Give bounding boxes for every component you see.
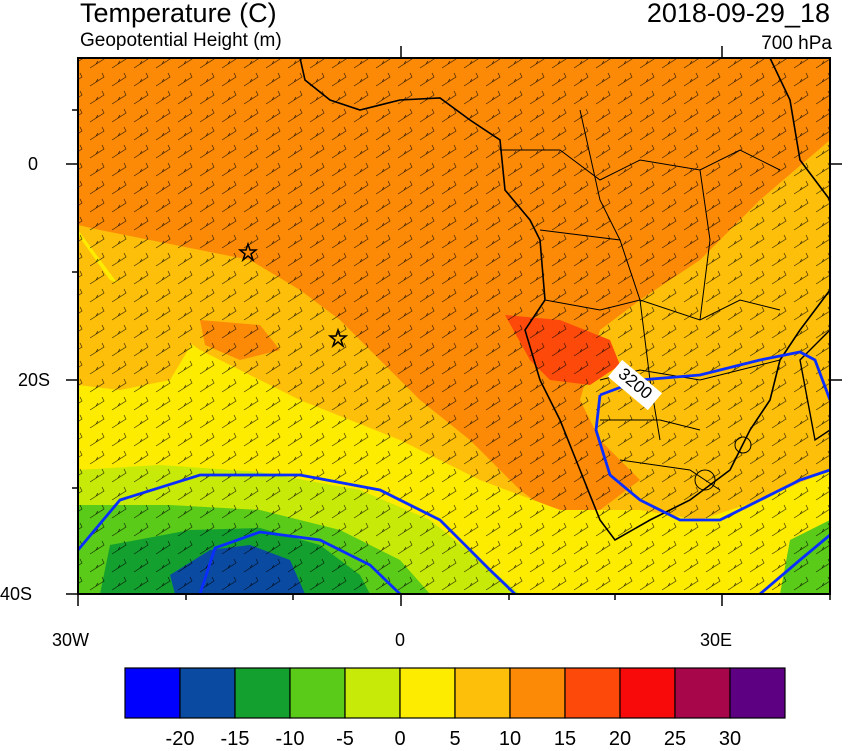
cbar-label-25: 25 (663, 728, 687, 750)
cbar-box-11 (674, 667, 731, 719)
cbar-label-0: 0 (394, 728, 406, 750)
cbar-box-5 (344, 667, 401, 719)
map-plot-area (78, 58, 830, 594)
cbar-label-10: 10 (498, 728, 522, 750)
cbar-box-10 (619, 667, 676, 719)
height-contours (78, 350, 830, 594)
axis-ticks (66, 46, 842, 606)
y-tick-40s: 40S (0, 584, 33, 604)
cbar-label-15: 15 (553, 728, 577, 750)
pressure-level: 700 hPa (761, 33, 832, 54)
cbar-label-minus10: -10 (275, 728, 305, 750)
wind-barbs (78, 58, 830, 594)
africa-coastline (299, 58, 830, 542)
y-tick-20s: 20S (18, 370, 51, 390)
cbar-box-6 (399, 667, 456, 719)
cbar-label-minus15: -15 (220, 728, 250, 750)
contour-label-box (608, 359, 662, 411)
valid-time: 2018-09-29_18 (646, 0, 830, 28)
cbar-box-2 (179, 667, 236, 719)
cbar-label-20: 20 (608, 728, 632, 750)
map-frame (77, 57, 831, 595)
star-markers (237, 241, 349, 349)
y-tick-0: 0 (28, 154, 39, 174)
cbar-box-12 (729, 667, 786, 719)
cbar-box-4 (289, 667, 346, 719)
plot-subtitle: Geopotential Height (m) (80, 30, 282, 51)
cbar-label-30: 30 (718, 728, 742, 750)
x-tick-30w: 30W (52, 630, 90, 650)
plot-title: Temperature (C) (80, 0, 277, 28)
cbar-label-minus20: -20 (165, 728, 195, 750)
cbar-box-8 (509, 667, 566, 719)
cbar-box-9 (564, 667, 621, 719)
madagascar-outline (799, 329, 830, 442)
cbar-box-3 (234, 667, 291, 719)
x-tick-30e: 30E (700, 630, 733, 650)
colorbar (124, 667, 786, 719)
cbar-label-minus5: -5 (336, 728, 354, 750)
cbar-box-7 (454, 667, 511, 719)
x-tick-0: 0 (395, 630, 406, 650)
country-borders (500, 109, 781, 491)
cbar-box-1 (124, 667, 181, 719)
cbar-label-5: 5 (449, 728, 461, 750)
